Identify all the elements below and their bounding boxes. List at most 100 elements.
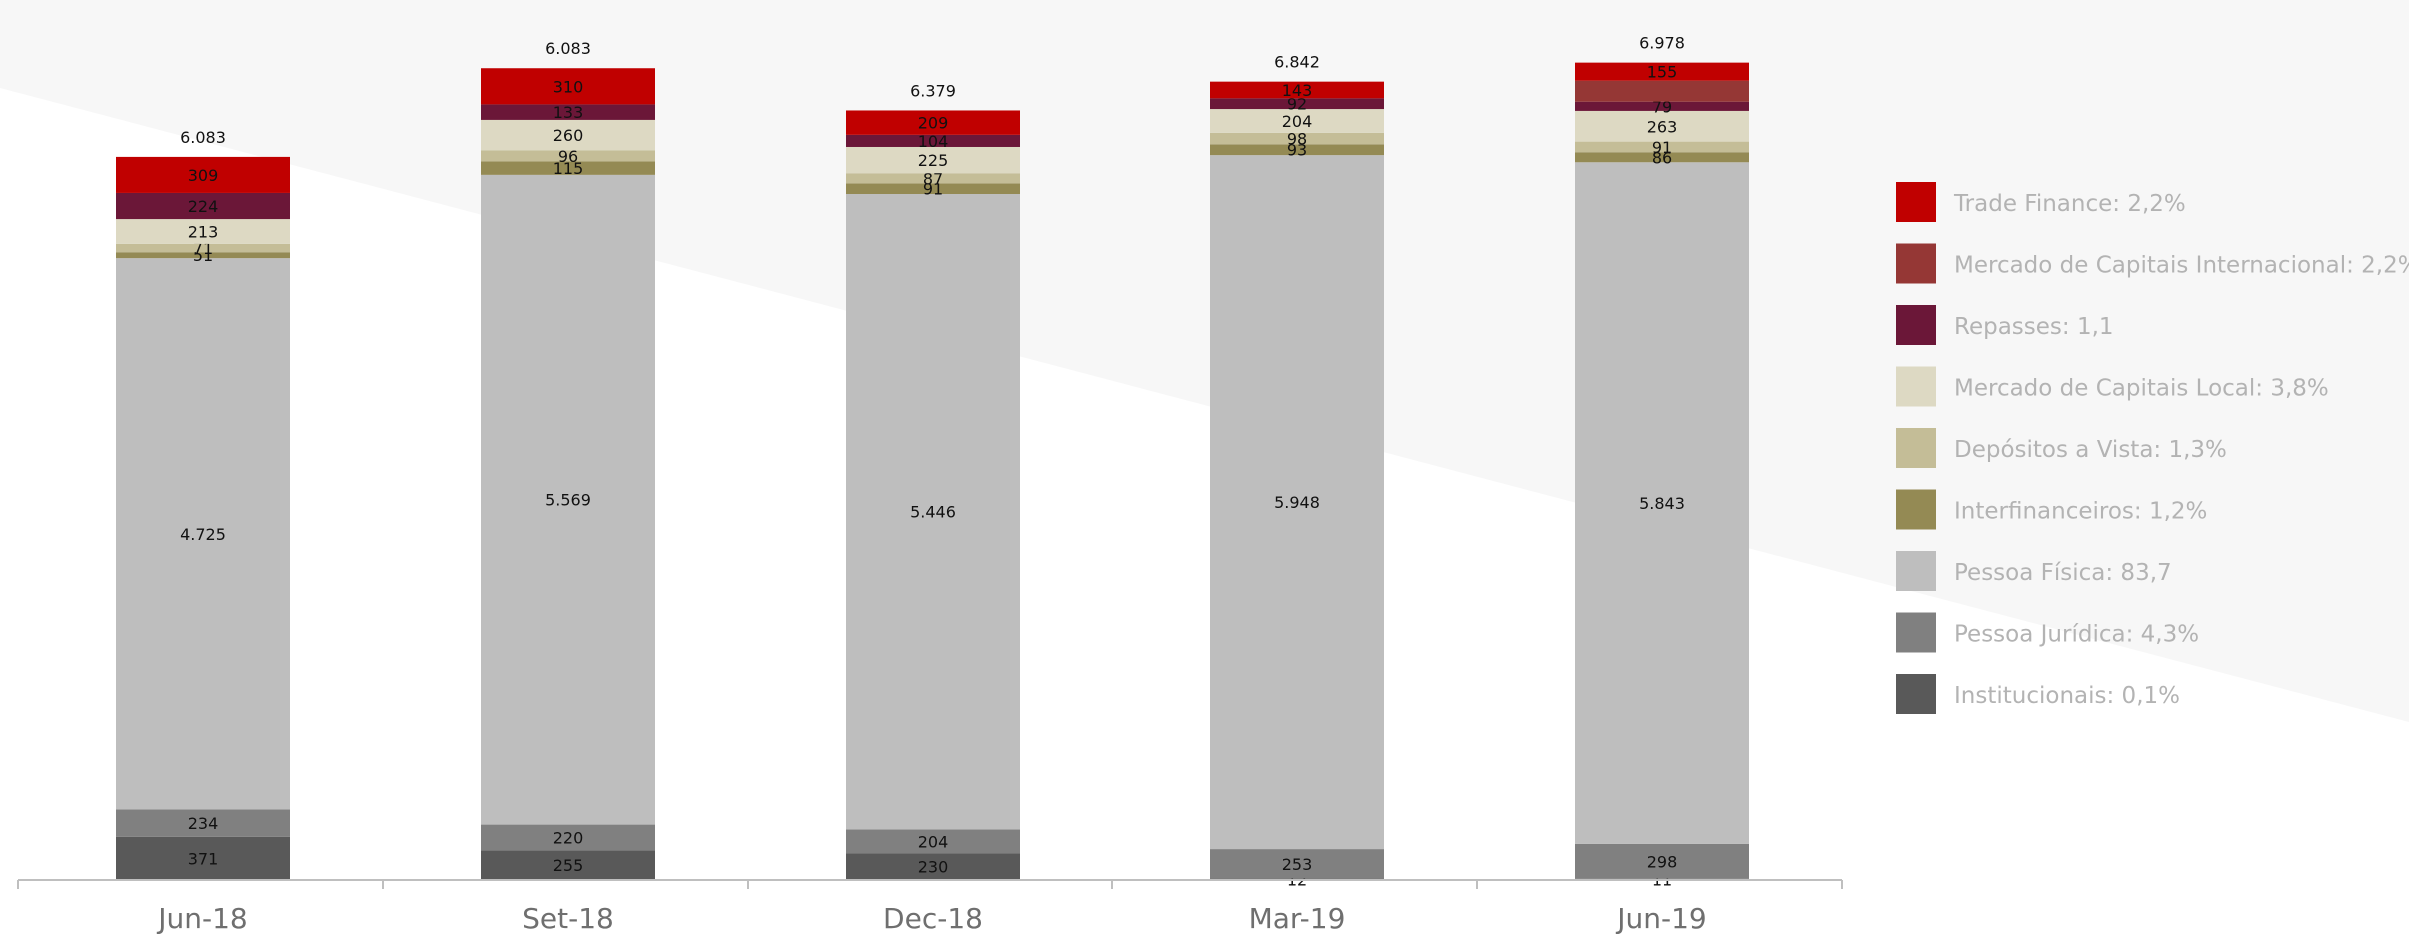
bar-segment-mercado-de-capitais-internacional: [1575, 80, 1749, 102]
legend-swatch: [1896, 674, 1936, 714]
bar-segment-depositos-a-vista: [116, 243, 290, 253]
bar-segment-pessoa-fisica: [1210, 155, 1384, 850]
data-label: 253: [1282, 855, 1313, 874]
bar-segment-institucionais: [116, 836, 290, 880]
bar-segment-trade-finance: [116, 156, 290, 193]
legend-label: Mercado de Capitais Internacional: 2,2%: [1954, 253, 2409, 279]
bar-segment-interfinanceiros: [116, 252, 290, 259]
data-label: 209: [918, 114, 949, 133]
data-label: 4.725: [180, 525, 226, 544]
legend-item-depositos-a-vista: Depósitos a Vista: 1,3%: [1896, 428, 2227, 468]
bar-segment-pessoa-juridica: [116, 809, 290, 837]
data-label: 87: [923, 169, 943, 188]
data-label: 93: [1287, 141, 1307, 160]
data-label: 225: [918, 151, 949, 170]
total-label: 6.842: [1274, 53, 1320, 72]
legend-swatch: [1896, 428, 1936, 468]
legend-item-pessoa-juridica: Pessoa Jurídica: 4,3%: [1896, 612, 2199, 653]
legend-label: Repasses: 1,1: [1954, 314, 2114, 340]
bar-segment-interfinanceiros: [846, 183, 1020, 194]
total-label: 6.083: [545, 39, 591, 58]
bar-segment-mercado-de-capitais-local: [1210, 109, 1384, 133]
legend-item-trade-finance: Trade Finance: 2,2%: [1896, 182, 2186, 222]
data-label: 5.948: [1274, 493, 1320, 512]
data-label: 155: [1647, 63, 1678, 82]
legend: Trade Finance: 2,2% Mercado de Capitais I…: [1896, 182, 2409, 714]
legend-label: Depósitos a Vista: 1,3%: [1954, 437, 2227, 463]
bar-segment-mercado-de-capitais-local: [481, 119, 655, 151]
data-label: 310: [553, 77, 584, 96]
legend-label: Pessoa Física: 83,7: [1954, 560, 2172, 586]
legend-item-pessoa-fisica: Pessoa Física: 83,7: [1896, 551, 2172, 591]
category-tick-label: Mar-19: [1249, 902, 1346, 935]
total-label: 6.083: [180, 128, 226, 147]
data-label: 92: [1287, 95, 1307, 114]
legend-item-institucionais: Institucionais: 0,1%: [1896, 674, 2180, 714]
data-label: 115: [553, 159, 584, 178]
data-label: 263: [1647, 117, 1678, 136]
legend-swatch: [1896, 489, 1936, 530]
bars-layer: 3712344.72551712132243096.0832552205.569…: [116, 34, 1749, 889]
bar-segment-repasses: [1210, 98, 1384, 110]
data-label: 309: [188, 166, 219, 185]
bar-segment-pessoa-fisica: [846, 194, 1020, 830]
legend-item-interfinanceiros: Interfinanceiros: 1,2%: [1896, 489, 2207, 530]
total-label: 6.379: [910, 81, 956, 100]
category-tick-label: Set-18: [522, 902, 614, 935]
bar-segment-trade-finance: [846, 110, 1020, 135]
bar-segment-trade-finance: [1575, 62, 1749, 81]
bar-segment-mercado-de-capitais-local: [846, 146, 1020, 174]
data-label: 204: [918, 832, 949, 851]
legend-swatch: [1896, 182, 1936, 222]
data-label: 260: [553, 126, 584, 145]
data-label: 5.569: [545, 491, 591, 510]
data-label: 91: [1652, 138, 1672, 157]
bar-segment-depositos-a-vista: [1210, 132, 1384, 145]
data-label: 234: [188, 814, 219, 833]
bar-segment-pessoa-fisica: [1575, 162, 1749, 844]
category-tick-label: Jun-18: [156, 902, 247, 935]
legend-item-repasses: Repasses: 1,1: [1896, 305, 2114, 345]
legend-item-mercado-de-capitais-local: Mercado de Capitais Local: 3,8%: [1896, 366, 2329, 407]
bar-segment-pessoa-fisica: [481, 174, 655, 825]
bar-segment-pessoa-juridica: [481, 824, 655, 851]
data-label: 230: [918, 858, 949, 877]
data-label: 255: [553, 856, 584, 875]
bar-segment-institucionais: [846, 853, 1020, 880]
bar-segment-repasses: [116, 192, 290, 220]
legend-swatch: [1896, 305, 1936, 345]
data-label: 79: [1652, 97, 1672, 116]
data-label: 104: [918, 132, 949, 151]
data-label: 298: [1647, 852, 1678, 871]
total-label: 6.978: [1639, 34, 1685, 53]
data-label: 213: [188, 223, 219, 242]
bar-segment-mercado-de-capitais-local: [1575, 110, 1749, 142]
legend-swatch: [1896, 243, 1936, 284]
data-label: 224: [188, 197, 219, 216]
legend-label: Pessoa Jurídica: 4,3%: [1954, 622, 2199, 648]
data-label: 5.446: [910, 503, 956, 522]
bar-segment-trade-finance: [1210, 81, 1384, 99]
data-label: 5.843: [1639, 494, 1685, 513]
bar-segment-depositos-a-vista: [846, 173, 1020, 184]
bar-segment-institucionais: [481, 850, 655, 880]
data-label: 143: [1282, 81, 1313, 100]
bar-segment-mercado-de-capitais-local: [116, 219, 290, 244]
bar-segment-depositos-a-vista: [481, 150, 655, 162]
data-label: 91: [923, 180, 943, 199]
legend-label: Institucionais: 0,1%: [1954, 683, 2180, 709]
bar-segment-interfinanceiros: [1575, 152, 1749, 163]
legend-swatch: [1896, 366, 1936, 407]
data-label: 204: [1282, 112, 1313, 131]
x-axis: Jun-18 Set-18 Dec-18 Mar-19 Jun-19: [17, 879, 1843, 935]
data-label: 96: [558, 147, 578, 166]
bar-segment-repasses: [481, 104, 655, 120]
bar-segment-pessoa-juridica: [1575, 843, 1749, 879]
bar-segment-pessoa-juridica: [846, 829, 1020, 854]
legend-swatch: [1896, 612, 1936, 653]
bar-segment-pessoa-juridica: [1210, 849, 1384, 879]
data-label: 220: [553, 828, 584, 847]
